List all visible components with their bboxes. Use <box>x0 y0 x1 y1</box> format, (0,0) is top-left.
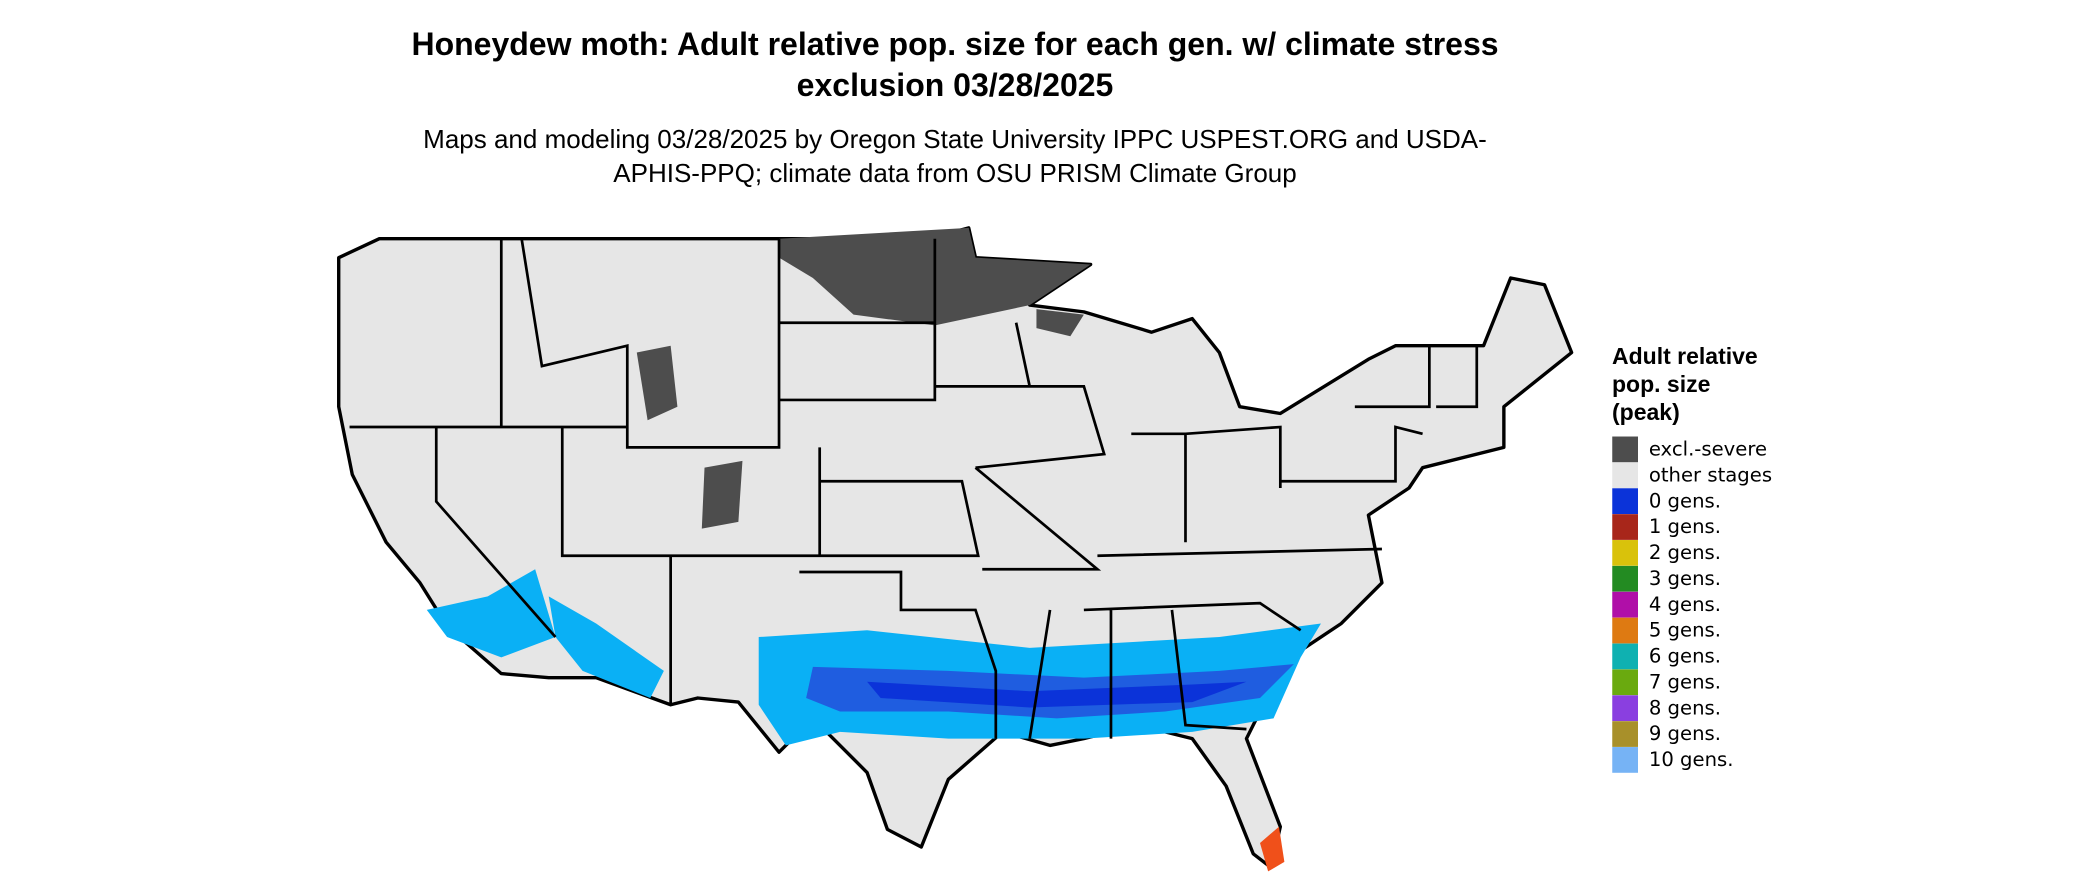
warm-area <box>1260 826 1285 872</box>
legend-swatch <box>1612 669 1638 696</box>
legend-swatch <box>1612 617 1638 644</box>
legend-label: 8 gens. <box>1649 696 1721 719</box>
legend-swatch <box>1612 514 1638 540</box>
legend-title: Adult relative pop. size (peak) <box>1612 343 1758 425</box>
state-borders <box>349 238 1479 739</box>
legend-swatch <box>1612 565 1638 592</box>
us-map <box>337 226 1574 872</box>
legend-label: 10 gens. <box>1649 748 1734 771</box>
legend-label: other stages <box>1649 463 1772 486</box>
legend-swatch <box>1612 436 1638 463</box>
legend-label: 6 gens. <box>1649 645 1721 668</box>
legend-swatch <box>1612 695 1638 722</box>
zero-gens-area <box>426 569 664 698</box>
legend-label: 2 gens. <box>1649 541 1721 564</box>
legend-label: 1 gens. <box>1649 515 1721 538</box>
us-outline <box>337 226 1574 870</box>
legend-label: 7 gens. <box>1649 670 1721 693</box>
legend-label: 3 gens. <box>1649 567 1721 590</box>
legend-swatch <box>1612 721 1638 747</box>
zero-gens-area <box>867 681 1247 708</box>
legend-swatch <box>1612 462 1638 489</box>
legend-swatch <box>1612 643 1638 670</box>
legend-swatch <box>1612 591 1638 618</box>
state-border <box>349 238 1479 739</box>
legend-label: 9 gens. <box>1649 722 1721 745</box>
legend-label: 4 gens. <box>1649 593 1721 616</box>
legend-label: 0 gens. <box>1649 489 1721 512</box>
legend-label: 5 gens. <box>1649 619 1721 642</box>
legend-swatch <box>1612 540 1638 566</box>
legend-swatch <box>1612 488 1638 515</box>
legend-swatch <box>1612 747 1638 773</box>
legend-label: excl.-severe <box>1649 438 1767 461</box>
map-title: Honeydew moth: Adult relative pop. size … <box>411 26 1499 103</box>
map-subtitle: Maps and modeling 03/28/2025 by Oregon S… <box>423 124 1487 188</box>
